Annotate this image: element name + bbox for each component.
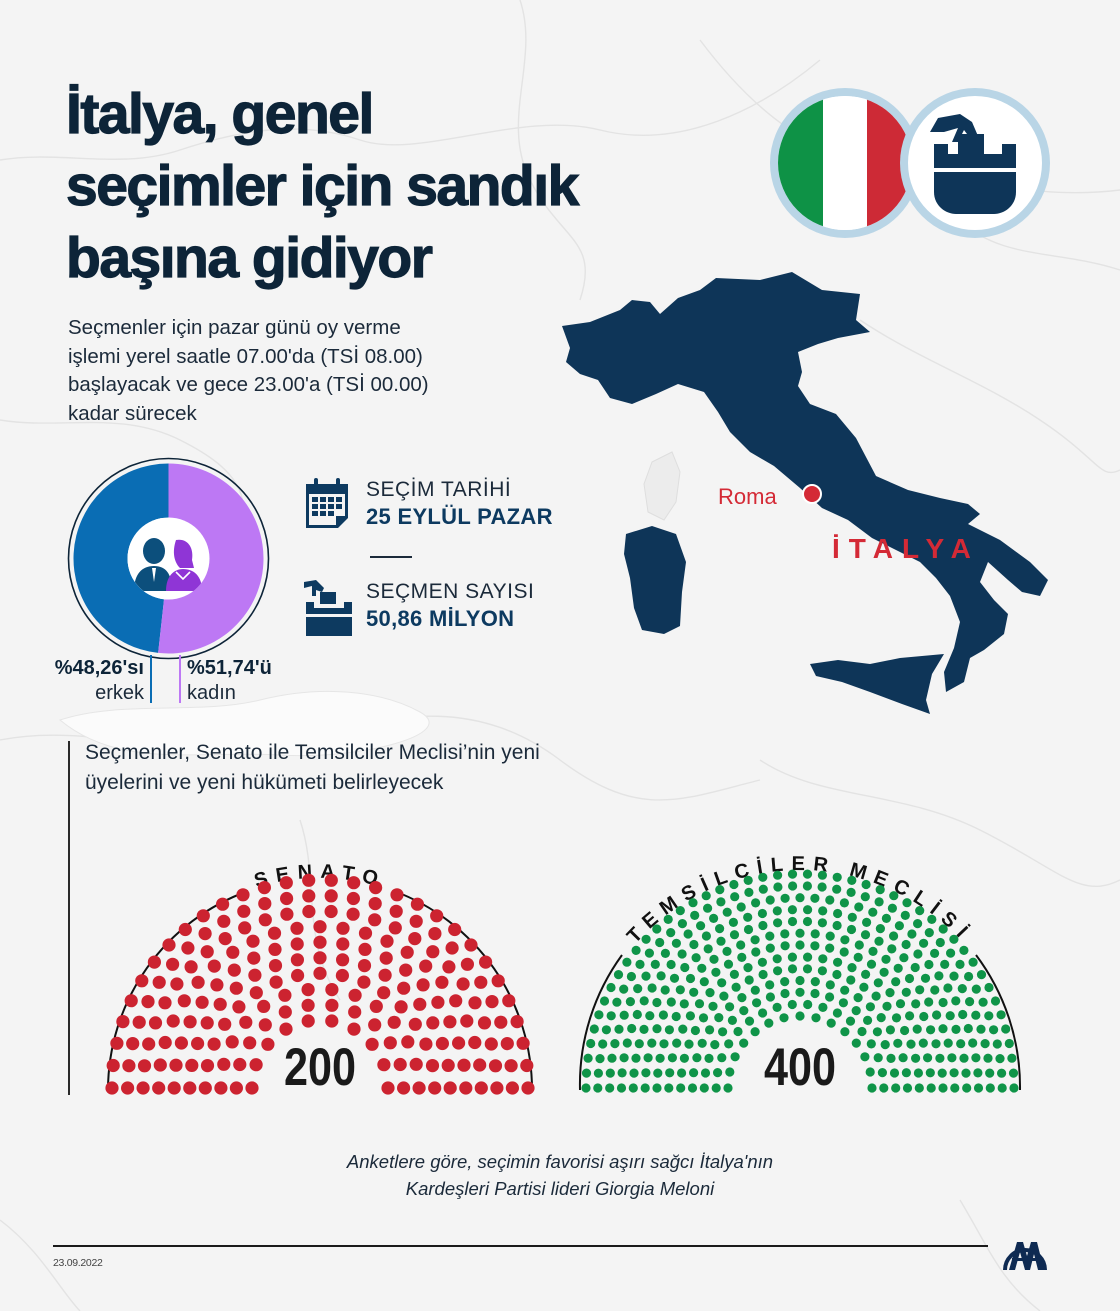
female-label: kadın — [187, 682, 236, 704]
lead-line: işlemi yerel saatle 07.00'da (TSİ 08.00) — [68, 344, 423, 368]
calendar-icon — [306, 478, 348, 528]
rome-marker — [802, 484, 822, 504]
poll-note-line: Kardeşleri Partisi lideri Giorgia Meloni — [405, 1178, 715, 1199]
election-date-label: SEÇİM TARİHİ — [366, 478, 512, 501]
ballot-badge — [900, 88, 1050, 238]
section-line: Seçmenler, Senato ile Temsilciler Meclis… — [85, 741, 540, 764]
election-date-value: 25 EYLÜL PAZAR — [366, 504, 553, 529]
aa-logo — [1003, 1242, 1047, 1271]
lead-paragraph: Seçmenler için pazar günü oy verme işlem… — [68, 314, 538, 428]
headline-line-2: seçimler için sandık — [65, 153, 579, 218]
section-line: üyelerini ve yeni hükümeti belirleyecek — [85, 771, 444, 794]
header-icons — [770, 88, 1050, 238]
senate-seat-count: 200 — [284, 1038, 356, 1097]
stat-divider — [370, 556, 412, 558]
italy-landmass — [562, 272, 1048, 714]
headline-line-3: başına gidiyor — [65, 225, 433, 290]
italy-flag-icon — [778, 96, 912, 230]
male-percentage: %48,26'sı — [54, 657, 144, 679]
voter-count-value: 50,86 MİLYON — [366, 606, 515, 631]
ballot-box-icon — [304, 580, 352, 636]
voter-count-label: SEÇMEN SAYISI — [366, 580, 535, 603]
male-segment — [73, 463, 169, 653]
country-label: İTALYA — [832, 533, 980, 564]
section-rule — [68, 741, 70, 1095]
senate-title: SENATO — [252, 861, 380, 893]
italy-map: Roma İTALYA — [560, 262, 1100, 742]
male-leader-line — [150, 655, 152, 703]
voter-count-stat: SEÇMEN SAYISI 50,86 MİLYON — [304, 580, 604, 640]
rome-label: Roma — [718, 484, 777, 509]
section-description: Seçmenler, Senato ile Temsilciler Meclis… — [85, 738, 705, 798]
female-leader-line — [179, 655, 181, 703]
lead-line: başlayacak ve gece 23.00'a (TSİ 00.00) — [68, 373, 429, 396]
poll-note-line: Anketlere göre, seçimin favorisi aşırı s… — [346, 1151, 774, 1172]
female-segment — [158, 463, 264, 654]
senate-hemicycle: SENATO 200 — [105, 861, 535, 1097]
ballot-box-icon — [930, 114, 1016, 214]
lead-line: kadar sürecek — [68, 401, 197, 425]
publish-date: 23.09.2022 — [53, 1257, 103, 1269]
chamber-seats — [581, 869, 1019, 1093]
male-label: erkek — [95, 682, 144, 704]
senate-seats — [105, 873, 535, 1095]
female-percentage: %51,74'ü — [187, 657, 272, 679]
lead-line: Seçmenler için pazar günü oy verme — [68, 316, 401, 339]
footer-rule — [53, 1245, 988, 1247]
svg-text:SENATO: SENATO — [252, 861, 388, 893]
election-date-stat: SEÇİM TARİHİ 25 EYLÜL PAZAR — [304, 478, 604, 538]
poll-note: Anketlere göre, seçimin favorisi aşırı s… — [200, 1148, 920, 1202]
headline: İtalya, genel seçimler için sandık başın… — [65, 78, 766, 294]
chamber-hemicycle: TEMSİLCİLER MECLİSİ 400 — [578, 853, 1022, 1097]
gender-donut-chart — [66, 456, 271, 661]
italy-flag-badge — [770, 88, 920, 238]
chamber-seat-count: 400 — [764, 1038, 836, 1097]
gender-labels: %48,26'sı erkek %51,74'ü kadın — [55, 655, 302, 715]
headline-line-1: İtalya, genel — [65, 81, 375, 146]
